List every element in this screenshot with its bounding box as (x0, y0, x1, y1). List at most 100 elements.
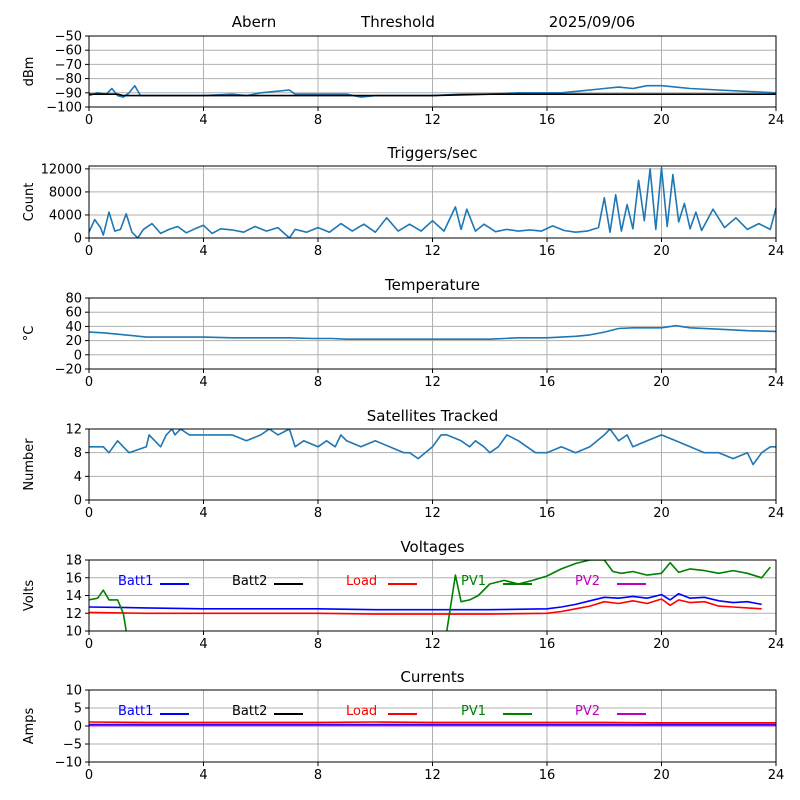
subplot-2: 0 4 8 12 16 20 24 0 4000 8000 12000 Triggers/sec Cou… (22, 144, 784, 259)
subplot-title: Voltages (400, 538, 464, 556)
y-tick-label: −100 (46, 101, 82, 116)
y-tick-label: 14 (65, 589, 82, 604)
y-tick-label: 16 (65, 571, 82, 586)
series-line-1 (89, 84, 776, 98)
x-tick-label: 4 (199, 506, 207, 521)
y-tick-label: 0 (74, 348, 82, 363)
subplot-title: Triggers/sec (387, 144, 478, 162)
x-tick-label: 12 (424, 244, 441, 259)
y-tick-label: 80 (65, 292, 82, 307)
y-tick-label: 10 (65, 625, 82, 640)
x-tick-label: 20 (653, 113, 670, 128)
x-tick-label: 20 (653, 768, 670, 783)
x-tick-label: 0 (85, 244, 93, 259)
title-part-3: 2025/09/06 (549, 13, 635, 31)
x-tick-label: 4 (199, 375, 207, 390)
y-tick-label: 40 (65, 320, 82, 335)
y-axis-label: Volts (22, 580, 37, 612)
x-tick-label: 4 (199, 113, 207, 128)
y-axis-label: Number (22, 438, 37, 491)
x-tick-label: 24 (768, 637, 785, 652)
x-tick-label: 0 (85, 637, 93, 652)
x-tick-label: 8 (314, 113, 322, 128)
x-tick-label: 8 (314, 244, 322, 259)
series-line-batt1 (89, 592, 762, 611)
y-tick-label: −90 (55, 86, 82, 101)
x-tick-label: 12 (424, 113, 441, 128)
y-tick-label: 8 (74, 446, 82, 461)
subplot-5: 0 4 8 12 16 20 24 10 12 14 16 18 Voltages Volts Batt1 B… (22, 538, 784, 652)
y-tick-label: 4000 (49, 208, 82, 223)
x-tick-label: 24 (768, 244, 785, 259)
x-tick-label: 8 (314, 506, 322, 521)
x-tick-label: 20 (653, 244, 670, 259)
y-tick-label: −60 (55, 44, 82, 59)
x-tick-label: 24 (768, 506, 785, 521)
y-tick-label: −50 (55, 30, 82, 45)
subplot-title: Currents (400, 668, 464, 686)
legend-label: Load (346, 704, 377, 719)
legend-label: Load (346, 574, 377, 589)
x-tick-label: 16 (539, 244, 556, 259)
legend-label: PV2 (575, 574, 600, 589)
series-line-pv1 (89, 560, 771, 631)
x-tick-label: 16 (539, 768, 556, 783)
legend-label: PV1 (461, 704, 486, 719)
y-tick-label: 12 (65, 423, 82, 438)
x-tick-label: 20 (653, 637, 670, 652)
y-axis-label: Amps (22, 707, 37, 744)
y-axis-label: Count (22, 183, 37, 222)
subplot-4: 0 4 8 12 16 20 24 0 4 8 12 Satellites Tracked Number (22, 407, 784, 521)
subplot-1: 0 4 8 12 16 20 24 −100−90−80−70−60−50 Abern Thres… (22, 13, 784, 128)
y-tick-label: 5 (74, 702, 82, 717)
x-tick-label: 24 (768, 375, 785, 390)
y-tick-label: −5 (63, 738, 82, 753)
y-tick-label: 4 (74, 470, 82, 485)
series-line-1 (89, 166, 776, 238)
y-tick-label: −10 (55, 756, 82, 771)
y-tick-label: 0 (74, 232, 82, 247)
x-tick-label: 4 (199, 768, 207, 783)
x-tick-label: 0 (85, 375, 93, 390)
y-tick-label: 12 (65, 607, 82, 622)
x-tick-label: 8 (314, 375, 322, 390)
title-part-1: Abern (232, 13, 276, 31)
x-tick-label: 8 (314, 637, 322, 652)
y-tick-label: −80 (55, 72, 82, 87)
x-tick-label: 12 (424, 506, 441, 521)
series-line-load (89, 598, 762, 615)
x-tick-label: 8 (314, 768, 322, 783)
y-tick-label: 60 (65, 306, 82, 321)
y-tick-label: 20 (65, 334, 82, 349)
subplot-title: Temperature (384, 276, 480, 294)
x-tick-label: 0 (85, 506, 93, 521)
y-tick-label: 12000 (41, 162, 82, 177)
x-tick-label: 20 (653, 375, 670, 390)
y-tick-label: 0 (74, 494, 82, 509)
y-tick-label: 18 (65, 554, 82, 569)
x-tick-label: 20 (653, 506, 670, 521)
y-tick-label: −70 (55, 58, 82, 73)
legend-label: Batt2 (232, 574, 267, 589)
x-tick-label: 16 (539, 375, 556, 390)
x-tick-label: 12 (424, 375, 441, 390)
series-line-1 (89, 429, 776, 466)
legend-label: PV1 (461, 574, 486, 589)
x-tick-label: 16 (539, 637, 556, 652)
legend-label: Batt2 (232, 704, 267, 719)
x-tick-label: 0 (85, 768, 93, 783)
y-axis-label: dBm (22, 57, 37, 87)
legend-label: Batt1 (118, 574, 153, 589)
series-line-2 (89, 93, 776, 97)
x-tick-label: 24 (768, 768, 785, 783)
x-tick-label: 4 (199, 637, 207, 652)
x-tick-label: 24 (768, 113, 785, 128)
x-tick-label: 12 (424, 637, 441, 652)
title-part-2: Threshold (360, 13, 435, 31)
series-line-1 (89, 324, 776, 340)
y-axis-label: °C (22, 326, 37, 342)
subplot-title: Satellites Tracked (367, 407, 498, 425)
